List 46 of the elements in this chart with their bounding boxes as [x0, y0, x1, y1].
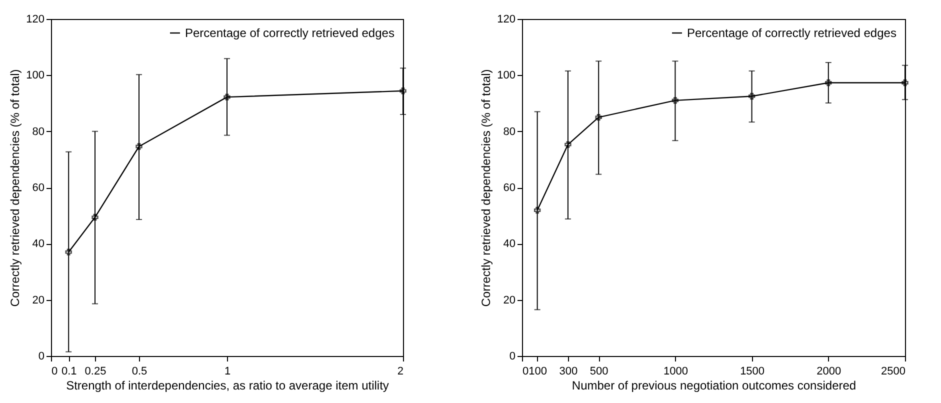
y-tick-label: 100 [26, 70, 44, 82]
x-tick-label: 0.5 [132, 366, 148, 378]
point [595, 114, 602, 121]
y-tick-label: 60 [32, 182, 44, 194]
y-tick-label: 60 [503, 182, 516, 194]
legend-label: Percentage of correctly retrieved edges [185, 26, 394, 40]
x-tick-label: 300 [559, 366, 578, 378]
point [136, 143, 142, 150]
y-tick-label: 120 [497, 14, 516, 26]
point [92, 214, 98, 221]
point [748, 92, 756, 100]
x-tick-label: 100 [528, 366, 547, 378]
y-tick-label: 40 [503, 238, 516, 250]
y-axis-title: Correctly retrieved dependencies (% of total) [8, 69, 22, 307]
x-tick-label: 2000 [816, 366, 842, 378]
x-tick-label: 1000 [663, 366, 688, 378]
x-tick-label: 500 [590, 366, 608, 378]
x-tick-label: 0.1 [61, 366, 77, 378]
y-tick-label: 20 [32, 294, 44, 306]
x-axis-title: Number of previous negotiation outcomes considered [572, 378, 856, 392]
point [534, 206, 541, 214]
x-tick-label: 2 [397, 366, 404, 378]
y-tick-label: 0 [509, 350, 516, 362]
point [825, 79, 832, 86]
x-tick-label: 0 [522, 366, 529, 378]
y-tick-label: 80 [32, 126, 44, 138]
x-axis-title: Strength of interdependencies, as ratio to average item utility [66, 378, 389, 392]
y-axis-title: Correctly retrieved dependencies (% of total) [479, 69, 494, 307]
point [400, 88, 406, 94]
x-tick-label: 1500 [740, 366, 765, 378]
point [672, 97, 679, 104]
y-tick-label: 80 [503, 126, 516, 138]
y-tick-label: 120 [26, 14, 44, 26]
y-tick-label: 20 [503, 294, 516, 306]
legend-label: Percentage of correctly retrieved edges [687, 26, 896, 40]
point [902, 79, 908, 86]
y-tick-label: 0 [38, 350, 44, 362]
point [224, 94, 230, 100]
y-tick-label: 40 [32, 238, 44, 250]
x-tick-label: 2500 [881, 366, 906, 378]
y-tick-label: 100 [497, 70, 516, 82]
x-tick-label: 1 [224, 366, 231, 378]
point [65, 248, 72, 256]
point [564, 141, 572, 148]
x-tick-label: 0 [52, 366, 58, 378]
x-tick-label: 0.25 [84, 366, 106, 378]
